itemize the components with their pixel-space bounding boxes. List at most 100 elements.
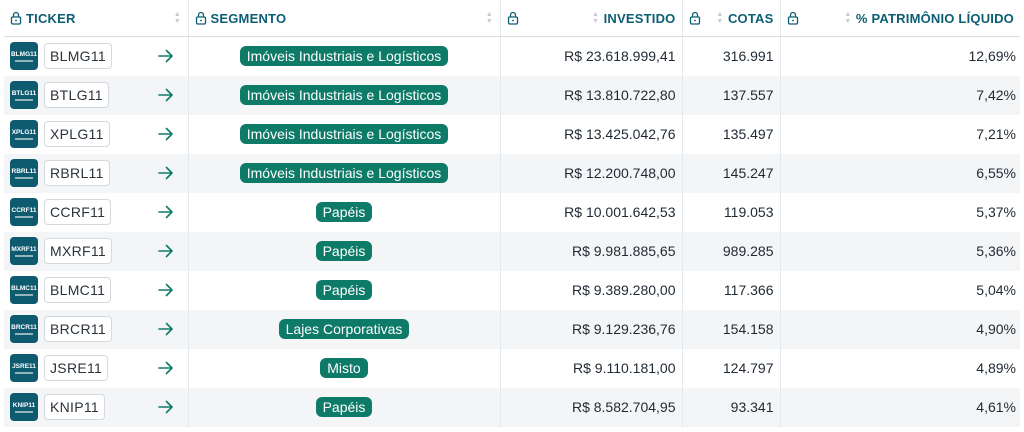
ticker-cell: RBRL11 RBRL11: [4, 153, 189, 193]
fund-logo: RBRL11: [10, 159, 38, 187]
investido-cell: R$ 23.618.999,41: [500, 36, 683, 76]
table-row: BLMC11 BLMC11 Papéis R$ 9.389.280,00 117…: [4, 270, 1020, 310]
investido-cell: R$ 8.582.704,95: [500, 387, 683, 427]
cotas-cell: 137.557: [682, 75, 781, 115]
fund-logo: BTLG11: [10, 81, 38, 109]
segment-badge: Imóveis Industriais e Logísticos: [239, 163, 449, 183]
arrow-right-icon[interactable]: [157, 127, 174, 141]
sort-icon[interactable]: ▲ ▼: [716, 11, 724, 25]
cotas-cell: 124.797: [682, 348, 781, 388]
header-investido-label: INVESTIDO: [603, 10, 676, 26]
ticker-cell: KNIP11 KNIP11: [4, 387, 189, 427]
header-segmento[interactable]: SEGMENTO ▲ ▼: [188, 0, 501, 37]
arrow-right-icon[interactable]: [157, 166, 174, 180]
segmento-cell: Papéis: [188, 270, 501, 310]
header-ticker[interactable]: TICKER ▲ ▼: [4, 0, 189, 37]
fund-logo-text: BLMG11: [10, 50, 37, 58]
investido-cell: R$ 9.981.885,65: [500, 231, 683, 271]
header-segmento-label: SEGMENTO: [210, 10, 287, 26]
header-patrimonio-label: % PATRIMÔNIO LÍQUIDO: [855, 10, 1014, 26]
arrow-right-icon[interactable]: [157, 283, 174, 297]
table-row: XPLG11 XPLG11 Imóveis Industriais e Logí…: [4, 114, 1020, 154]
header-cotas[interactable]: ▲ ▼ COTAS: [682, 0, 781, 37]
sort-icon[interactable]: ▲ ▼: [844, 11, 852, 25]
lock-icon: [10, 11, 22, 25]
fund-logo: MXRF11: [10, 237, 38, 265]
arrow-right-icon[interactable]: [157, 244, 174, 258]
segmento-cell: Misto: [188, 348, 501, 388]
ticker-label[interactable]: JSRE11: [44, 355, 109, 381]
sort-icon[interactable]: ▲ ▼: [485, 11, 494, 25]
patrimonio-cell: 5,36%: [780, 231, 1020, 271]
ticker-label[interactable]: BLMC11: [44, 277, 112, 303]
fund-logo-text: RBRL11: [11, 167, 37, 175]
fund-logo-text: XPLG11: [11, 128, 37, 136]
ticker-label[interactable]: BRCR11: [44, 316, 113, 342]
segment-badge: Imóveis Industriais e Logísticos: [239, 46, 449, 67]
segment-badge: Papéis: [315, 280, 373, 300]
ticker-label[interactable]: CCRF11: [44, 199, 112, 225]
investido-cell: R$ 9.110.181,00: [500, 348, 683, 388]
segment-badge: Papéis: [315, 202, 373, 222]
ticker-label[interactable]: MXRF11: [44, 238, 112, 264]
fund-logo-text: BLMC11: [11, 284, 37, 292]
investido-cell: R$ 9.129.236,76: [500, 309, 683, 349]
fund-logo: XPLG11: [10, 120, 38, 148]
fund-logo: BLMG11: [10, 42, 38, 71]
arrow-right-icon[interactable]: [157, 361, 174, 375]
segmento-cell: Imóveis Industriais e Logísticos: [188, 36, 501, 76]
cotas-cell: 119.053: [682, 192, 781, 232]
arrow-right-icon[interactable]: [157, 49, 174, 63]
cotas-cell: 135.497: [682, 114, 781, 154]
patrimonio-cell: 7,21%: [976, 126, 1016, 142]
segmento-cell: Imóveis Industriais e Logísticos: [188, 153, 501, 193]
ticker-label[interactable]: KNIP11: [44, 394, 106, 420]
lock-icon: [195, 11, 206, 25]
ticker-label[interactable]: BTLG11: [44, 82, 109, 108]
cotas-cell: 154.158: [682, 309, 781, 349]
arrow-right-icon[interactable]: [157, 205, 174, 219]
investido-cell: R$ 9.389.280,00: [500, 270, 683, 310]
table-row: BTLG11 BTLG11 Imóveis Industriais e Logí…: [4, 75, 1020, 115]
fund-logo-text: BTLG11: [11, 89, 37, 97]
table-row: RBRL11 RBRL11 Imóveis Industriais e Logí…: [4, 153, 1020, 193]
lock-icon: [787, 11, 798, 25]
ticker-label[interactable]: XPLG11: [44, 121, 110, 147]
segmento-cell: Imóveis Industriais e Logísticos: [188, 75, 501, 115]
cotas-cell: 93.341: [682, 387, 781, 427]
arrow-right-icon[interactable]: [157, 322, 174, 336]
fund-logo-text: MXRF11: [11, 245, 37, 253]
patrimonio-cell: 4,90%: [780, 309, 1020, 349]
segment-badge: Papéis: [315, 241, 373, 261]
fund-logo: BRCR11: [10, 315, 38, 343]
ticker-cell: BLMG11 BLMG11: [4, 36, 189, 76]
sort-icon[interactable]: ▲ ▼: [592, 11, 600, 25]
lock-icon: [689, 11, 700, 25]
table-row: MXRF11 MXRF11 Papéis R$ 9.981.885,65 989…: [4, 231, 1020, 271]
arrow-right-icon[interactable]: [157, 88, 174, 102]
ticker-label[interactable]: BLMG11: [44, 43, 113, 70]
segmento-cell: Papéis: [188, 192, 501, 232]
patrimonio-cell: 7,42%: [780, 75, 1020, 115]
segmento-cell: Papéis: [188, 387, 501, 427]
fund-logo-text: JSRE11: [12, 362, 36, 370]
sort-icon[interactable]: ▲ ▼: [173, 11, 182, 25]
ticker-label[interactable]: RBRL11: [44, 160, 110, 186]
patrimonio-cell: 6,55%: [780, 153, 1020, 193]
segment-badge: Imóveis Industriais e Logísticos: [239, 124, 449, 144]
fund-logo: JSRE11: [10, 354, 38, 382]
segment-badge: Imóveis Industriais e Logísticos: [239, 85, 449, 105]
table-header: TICKER ▲ ▼ SEGMENTO ▲ ▼ ▲ ▼ INVESTIDO: [4, 0, 1020, 37]
header-investido[interactable]: ▲ ▼ INVESTIDO: [500, 0, 683, 37]
cotas-cell: 316.991: [682, 36, 781, 76]
header-patrimonio[interactable]: ▲ ▼ % PATRIMÔNIO LÍQUIDO: [780, 0, 1020, 37]
investido-cell: R$ 13.810.722,80: [500, 75, 683, 115]
cotas-cell: 117.366: [682, 270, 781, 310]
arrow-right-icon[interactable]: [157, 400, 174, 414]
cotas-cell: 989.285: [682, 231, 781, 271]
table-row: CCRF11 CCRF11 Papéis R$ 10.001.642,53 11…: [4, 192, 1020, 232]
table-row: JSRE11 JSRE11 Misto R$ 9.110.181,00 124.…: [4, 348, 1020, 388]
table-body: BLMG11 BLMG11 Imóveis Industriais e Logí…: [4, 36, 1020, 427]
ticker-cell: BRCR11 BRCR11: [4, 309, 189, 349]
header-ticker-label: TICKER: [26, 10, 76, 26]
